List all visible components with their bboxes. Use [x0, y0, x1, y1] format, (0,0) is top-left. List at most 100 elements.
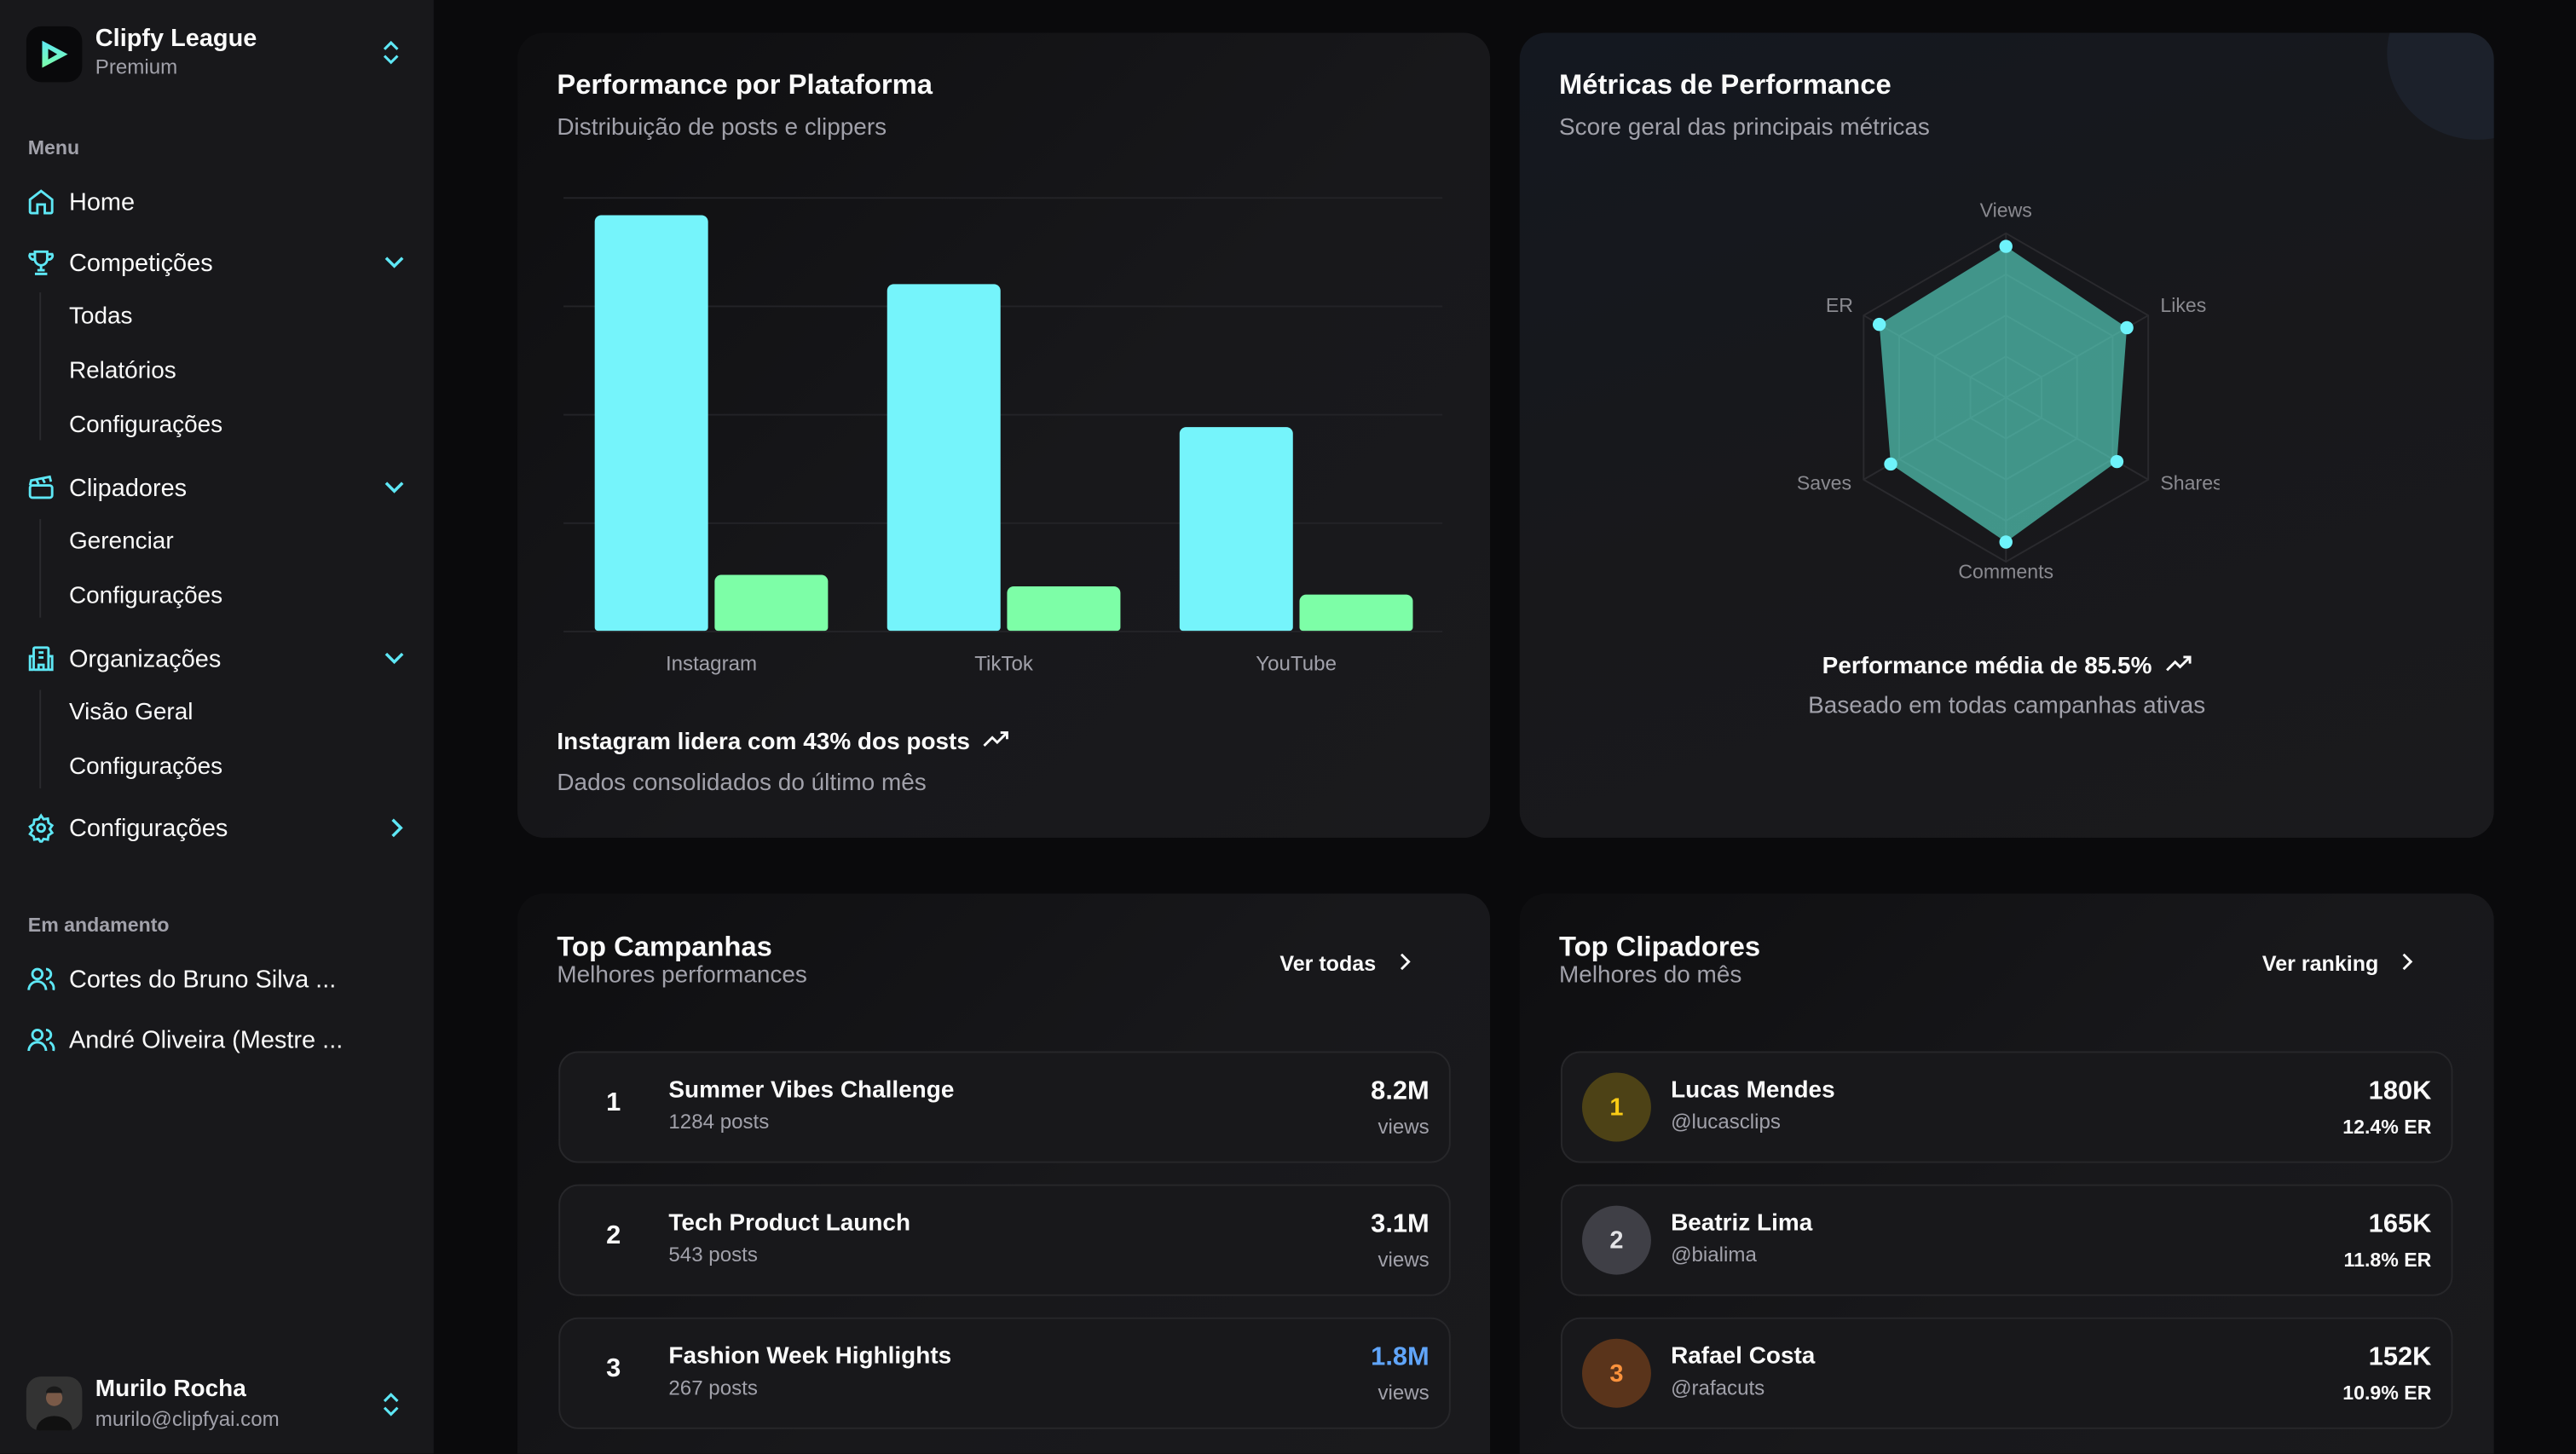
sidebar-subitem-visao-geral[interactable]: Visão Geral	[68, 700, 193, 726]
card-subtitle: Distribuição de posts e clippers	[557, 114, 887, 141]
plan-label: Premium	[95, 55, 178, 79]
clipper-handle: @bialima	[1671, 1243, 1757, 1266]
users-icon	[26, 964, 56, 994]
clipper-row[interactable]: 1 Lucas Mendes @lucasclips 180K 12.4% ER	[1560, 1051, 2453, 1163]
footer-title-text: Instagram lidera com 43% dos posts	[557, 729, 970, 756]
campaign-name: Tech Product Launch	[668, 1210, 911, 1238]
sidebar-item-label: Clipadores	[68, 474, 188, 502]
home-icon	[26, 188, 56, 217]
clipper-views: 180K	[2368, 1077, 2432, 1106]
sidebar-item-configuracoes[interactable]: Configurações	[26, 805, 414, 851]
radar-point-saves[interactable]	[1884, 457, 1897, 471]
radar-axis-label: Comments	[1958, 560, 2053, 582]
card-title: Métricas de Performance	[1559, 68, 1892, 101]
sidebar-item-home[interactable]: Home	[26, 179, 414, 225]
bar-youtube-clippers[interactable]	[1299, 594, 1413, 632]
campaign-posts: 267 posts	[668, 1376, 758, 1400]
radar-point-views[interactable]	[1999, 239, 2013, 253]
trending-up-icon	[983, 730, 1009, 756]
campaign-views-unit: views	[1378, 1381, 1430, 1405]
chevron-right-icon	[2401, 951, 2412, 976]
clipper-engagement-rate: 11.8% ER	[2343, 1248, 2432, 1272]
clipper-handle: @rafacuts	[1671, 1376, 1765, 1400]
in-progress-item[interactable]: André Oliveira (Mestre ...	[26, 1017, 414, 1063]
trophy-icon	[26, 248, 56, 278]
radar-point-er[interactable]	[1872, 317, 1886, 332]
sidebar: Clipfy League Premium Menu Home Competiç…	[0, 0, 434, 1454]
card-title: Performance por Plataforma	[557, 68, 933, 101]
link-label: Ver todas	[1279, 950, 1377, 976]
platform-footer-title: Instagram lidera com 43% dos posts	[557, 730, 1009, 756]
x-tick-label: TikTok	[974, 652, 1033, 676]
clipper-name: Lucas Mendes	[1671, 1077, 1835, 1105]
rank-badge: 2	[1581, 1205, 1651, 1275]
bar-tiktok-posts[interactable]	[887, 284, 1001, 632]
chevron-down-icon	[384, 652, 404, 665]
radar-axis-label: ER	[1826, 294, 1853, 316]
in-progress-section-label: Em andamento	[27, 913, 170, 937]
clipper-handle: @lucasclips	[1671, 1110, 1781, 1134]
tree-line	[39, 519, 42, 618]
bar-tiktok-clippers[interactable]	[1007, 586, 1121, 632]
trending-up-icon	[2165, 654, 2192, 680]
clipper-name: Beatriz Lima	[1671, 1210, 1813, 1238]
sidebar-item-competicoes[interactable]: Competições	[26, 239, 414, 286]
sidebar-subitem-todas[interactable]: Todas	[68, 303, 133, 331]
user-menu-icon[interactable]	[379, 1391, 402, 1425]
x-tick-label: YouTube	[1256, 652, 1337, 676]
sidebar-item-label: Organizações	[68, 644, 222, 673]
sidebar-item-clipadores[interactable]: Clipadores	[26, 464, 414, 511]
campaign-row[interactable]: 3 Fashion Week Highlights 267 posts 1.8M…	[558, 1317, 1451, 1429]
in-progress-label: André Oliveira (Mestre ...	[68, 1025, 344, 1054]
sidebar-subitem-configuracoes[interactable]: Configurações	[68, 753, 223, 781]
card-title: Top Campanhas	[557, 931, 772, 963]
campaign-name: Summer Vibes Challenge	[668, 1077, 955, 1105]
decorative-circle	[2387, 32, 2494, 140]
campaign-row[interactable]: 2 Tech Product Launch 543 posts 3.1M vie…	[558, 1184, 1451, 1296]
user-avatar[interactable]	[26, 1376, 83, 1431]
metrics-footer-subtitle: Baseado em todas campanhas ativas	[1808, 693, 2206, 720]
link-label: Ver ranking	[2261, 950, 2379, 976]
campaign-posts: 543 posts	[668, 1243, 758, 1266]
radar-point-shares[interactable]	[2110, 454, 2124, 469]
clipper-engagement-rate: 10.9% ER	[2342, 1381, 2432, 1405]
bar-instagram-posts[interactable]	[594, 214, 708, 632]
campaign-views: 3.1M	[1371, 1210, 1430, 1239]
platform-footer-subtitle: Dados consolidados do último mês	[557, 770, 927, 797]
view-all-campaigns-link[interactable]: Ver todas	[1279, 951, 1410, 976]
radar-point-likes[interactable]	[2120, 320, 2134, 335]
radar-axis-label: Saves	[1797, 471, 1851, 493]
bar-youtube-posts[interactable]	[1179, 426, 1293, 632]
card-subtitle: Melhores do mês	[1559, 962, 1742, 990]
campaign-views: 8.2M	[1371, 1077, 1430, 1106]
campaign-rank: 3	[606, 1355, 621, 1383]
clipper-views: 152K	[2368, 1343, 2432, 1372]
brand-name: Clipfy League	[95, 24, 257, 53]
bar-instagram-clippers[interactable]	[714, 574, 829, 632]
campaign-views: 1.8M	[1371, 1343, 1430, 1372]
sidebar-item-label: Competições	[68, 248, 213, 277]
view-ranking-link[interactable]: Ver ranking	[2262, 951, 2413, 976]
clipper-row[interactable]: 2 Beatriz Lima @bialima 165K 11.8% ER	[1560, 1184, 2453, 1296]
campaign-views-unit: views	[1378, 1115, 1430, 1139]
user-email: murilo@clipfyai.com	[95, 1407, 280, 1431]
sidebar-subitem-relatorios[interactable]: Relatórios	[68, 358, 176, 384]
sidebar-subitem-gerenciar[interactable]: Gerenciar	[68, 528, 174, 556]
in-progress-item[interactable]: Cortes do Bruno Silva ...	[26, 956, 414, 1002]
sidebar-subitem-configuracoes[interactable]: Configurações	[68, 412, 223, 439]
building-icon	[26, 644, 56, 674]
app-logo	[26, 26, 83, 83]
clipper-views: 165K	[2368, 1210, 2432, 1239]
card-subtitle: Score geral das principais métricas	[1559, 114, 1930, 141]
chevron-right-icon	[391, 818, 404, 838]
campaign-row[interactable]: 1 Summer Vibes Challenge 1284 posts 8.2M…	[558, 1051, 1451, 1163]
campaign-name: Fashion Week Highlights	[668, 1343, 952, 1370]
workspace-switcher-icon[interactable]	[379, 39, 402, 73]
clipper-row[interactable]: 3 Rafael Costa @rafacuts 152K 10.9% ER	[1560, 1317, 2453, 1429]
campaign-rank: 2	[606, 1221, 621, 1250]
sidebar-subitem-configuracoes[interactable]: Configurações	[68, 583, 223, 610]
sidebar-item-organizacoes[interactable]: Organizações	[26, 636, 414, 682]
campaign-rank: 1	[606, 1088, 621, 1117]
radar-point-comments[interactable]	[1999, 535, 2013, 549]
sidebar-item-label: Configurações	[68, 813, 228, 842]
